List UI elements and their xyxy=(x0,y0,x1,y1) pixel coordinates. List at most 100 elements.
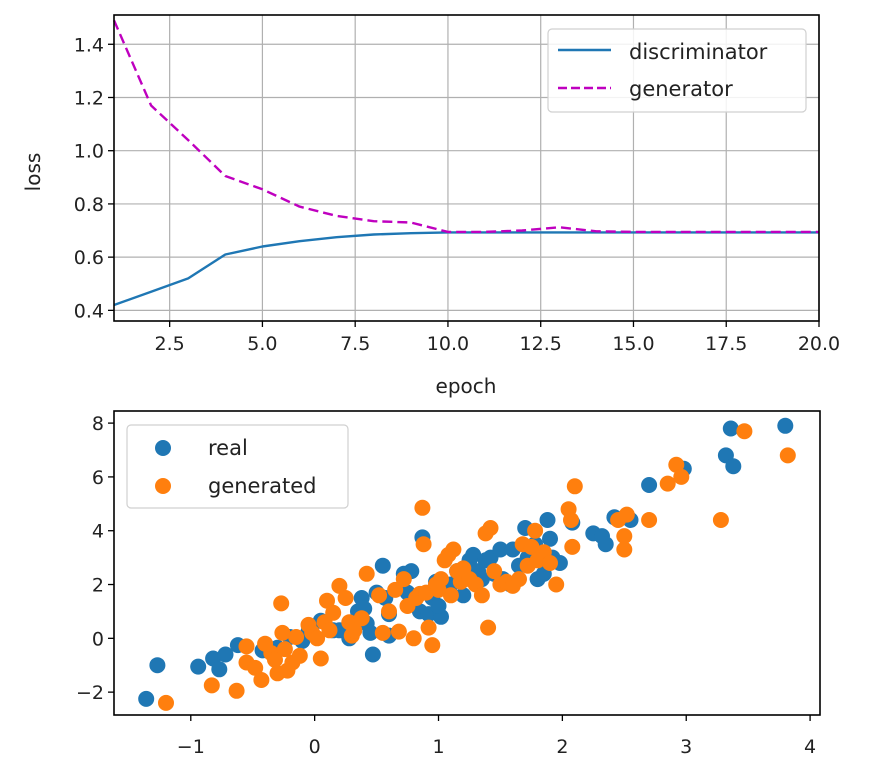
scatter-point-generated xyxy=(247,659,264,676)
loss-x-axis: 2.5 5.0 7.5 10.0 12.5 15.0 17.5 20.0 xyxy=(155,321,840,355)
scatter-point-generated xyxy=(618,506,635,523)
loss-y-tick-label: 0.8 xyxy=(74,194,104,216)
scatter-point-generated xyxy=(511,571,527,588)
scatter-point-real xyxy=(138,690,155,707)
loss-y-tick-label: 1.0 xyxy=(74,141,104,163)
scatter-point-generated xyxy=(442,587,459,604)
scatter-point-real xyxy=(722,420,739,437)
loss-x-tick-label: 17.5 xyxy=(705,333,747,355)
scatter-point-generated xyxy=(480,619,497,636)
scatter-point-generated xyxy=(390,623,407,640)
scatter-point-generated xyxy=(668,456,685,473)
scatter-point-real xyxy=(149,657,166,674)
scatter-point-real xyxy=(597,536,614,553)
scatter-point-generated xyxy=(337,590,354,606)
loss-x-tick-label: 20.0 xyxy=(798,333,840,355)
scatter-point-generated xyxy=(673,468,690,485)
scatter-point-generated xyxy=(309,630,326,647)
loss-x-tick-label: 7.5 xyxy=(340,333,370,355)
scatter-point-real xyxy=(492,541,509,558)
scatter-point-generated xyxy=(267,651,283,668)
scatter-point-generated xyxy=(371,587,388,604)
scatter-y-tick-label: −2 xyxy=(76,682,104,704)
scatter-point-real xyxy=(539,512,556,528)
scatter-point-generated xyxy=(257,635,274,652)
scatter-point-real xyxy=(211,661,228,678)
scatter-point-generated xyxy=(616,541,633,558)
scatter-point-generated xyxy=(253,672,270,688)
scatter-point-generated xyxy=(564,538,581,555)
loss-y-tick-label: 0.6 xyxy=(74,247,104,269)
scatter-plot-frame xyxy=(113,410,821,716)
scatter-point-generated xyxy=(486,563,503,580)
loss-plot: 2.5 5.0 7.5 10.0 12.5 15.0 17.5 20.0 0.4 0.6 0.8 1… xyxy=(21,14,840,398)
loss-y-tick-label: 1.2 xyxy=(74,87,104,109)
scatter-point-generated xyxy=(736,423,753,440)
scatter-point-generated xyxy=(779,447,796,464)
scatter-legend: real generated xyxy=(126,424,349,509)
scatter-x-tick-label: −1 xyxy=(177,736,205,758)
scatter-point-generated xyxy=(473,587,490,604)
scatter-point-real xyxy=(725,458,742,475)
scatter-point-real xyxy=(641,477,658,493)
scatter-point-generated xyxy=(433,571,449,588)
scatter-y-tick-label: 0 xyxy=(92,628,104,650)
scatter-x-tick-label: 3 xyxy=(680,736,692,758)
scatter-point-generated xyxy=(358,565,375,582)
scatter-point-generated xyxy=(424,637,441,654)
scatter-y-tick-label: 4 xyxy=(92,521,104,543)
scatter-point-generated xyxy=(291,647,308,664)
scatter-point-real xyxy=(364,646,381,663)
loss-x-tick-label: 5.0 xyxy=(247,333,277,355)
scatter-point-generated xyxy=(374,624,391,641)
scatter-point-generated xyxy=(228,682,245,699)
scatter-point-generated xyxy=(527,522,544,539)
scatter-x-tick-label: 0 xyxy=(309,736,321,758)
scatter-point-generated xyxy=(273,595,290,612)
scatter-point-generated xyxy=(353,610,370,627)
scatter-point-real xyxy=(542,530,558,547)
scatter-point-generated xyxy=(319,592,335,609)
scatter-point-generated xyxy=(274,624,291,641)
loss-lines xyxy=(112,19,819,307)
legend-generator-label: generator xyxy=(629,77,733,101)
scatter-point-generated xyxy=(414,499,431,516)
scatter-point-generated xyxy=(548,576,565,593)
scatter-point-generated xyxy=(563,512,579,528)
legend-generated-swatch xyxy=(155,478,171,494)
scatter-point-generated xyxy=(420,619,437,636)
series-line-generator xyxy=(112,19,819,234)
scatter-point-generated xyxy=(321,622,338,639)
scatter-point-generated xyxy=(276,641,293,658)
scatter-point-real xyxy=(374,557,391,574)
scatter-point-generated xyxy=(405,630,422,647)
scatter-plot: −1 0 1 2 3 4 −2 0 2 4 6 8 real generated xyxy=(76,410,821,758)
scatter-point-generated xyxy=(542,555,558,571)
loss-x-tick-label: 10.0 xyxy=(427,333,469,355)
loss-x-tick-label: 12.5 xyxy=(520,333,562,355)
scatter-points xyxy=(138,417,796,711)
scatter-point-generated xyxy=(445,541,462,558)
legend-discriminator-label: discriminator xyxy=(629,40,768,64)
scatter-point-generated xyxy=(482,520,499,536)
loss-x-tick-label: 15.0 xyxy=(612,333,654,355)
loss-legend: discriminator generator xyxy=(547,28,807,113)
scatter-point-generated xyxy=(395,571,412,588)
scatter-point-real xyxy=(455,587,472,604)
scatter-point-generated xyxy=(387,581,404,598)
scatter-point-generated xyxy=(312,650,329,667)
scatter-point-generated xyxy=(381,603,397,620)
scatter-y-axis: −2 0 2 4 6 8 xyxy=(76,413,114,704)
scatter-point-generated xyxy=(325,604,342,621)
scatter-point-real xyxy=(777,417,794,434)
loss-y-tick-label: 0.4 xyxy=(74,300,104,322)
scatter-point-generated xyxy=(616,528,633,545)
scatter-point-generated xyxy=(331,577,348,594)
loss-legend-box xyxy=(547,28,807,113)
scatter-point-real xyxy=(217,646,234,663)
scatter-point-generated xyxy=(712,512,729,528)
scatter-point-generated xyxy=(158,694,174,711)
legend-real-label: real xyxy=(208,436,248,460)
scatter-point-generated xyxy=(415,536,432,553)
